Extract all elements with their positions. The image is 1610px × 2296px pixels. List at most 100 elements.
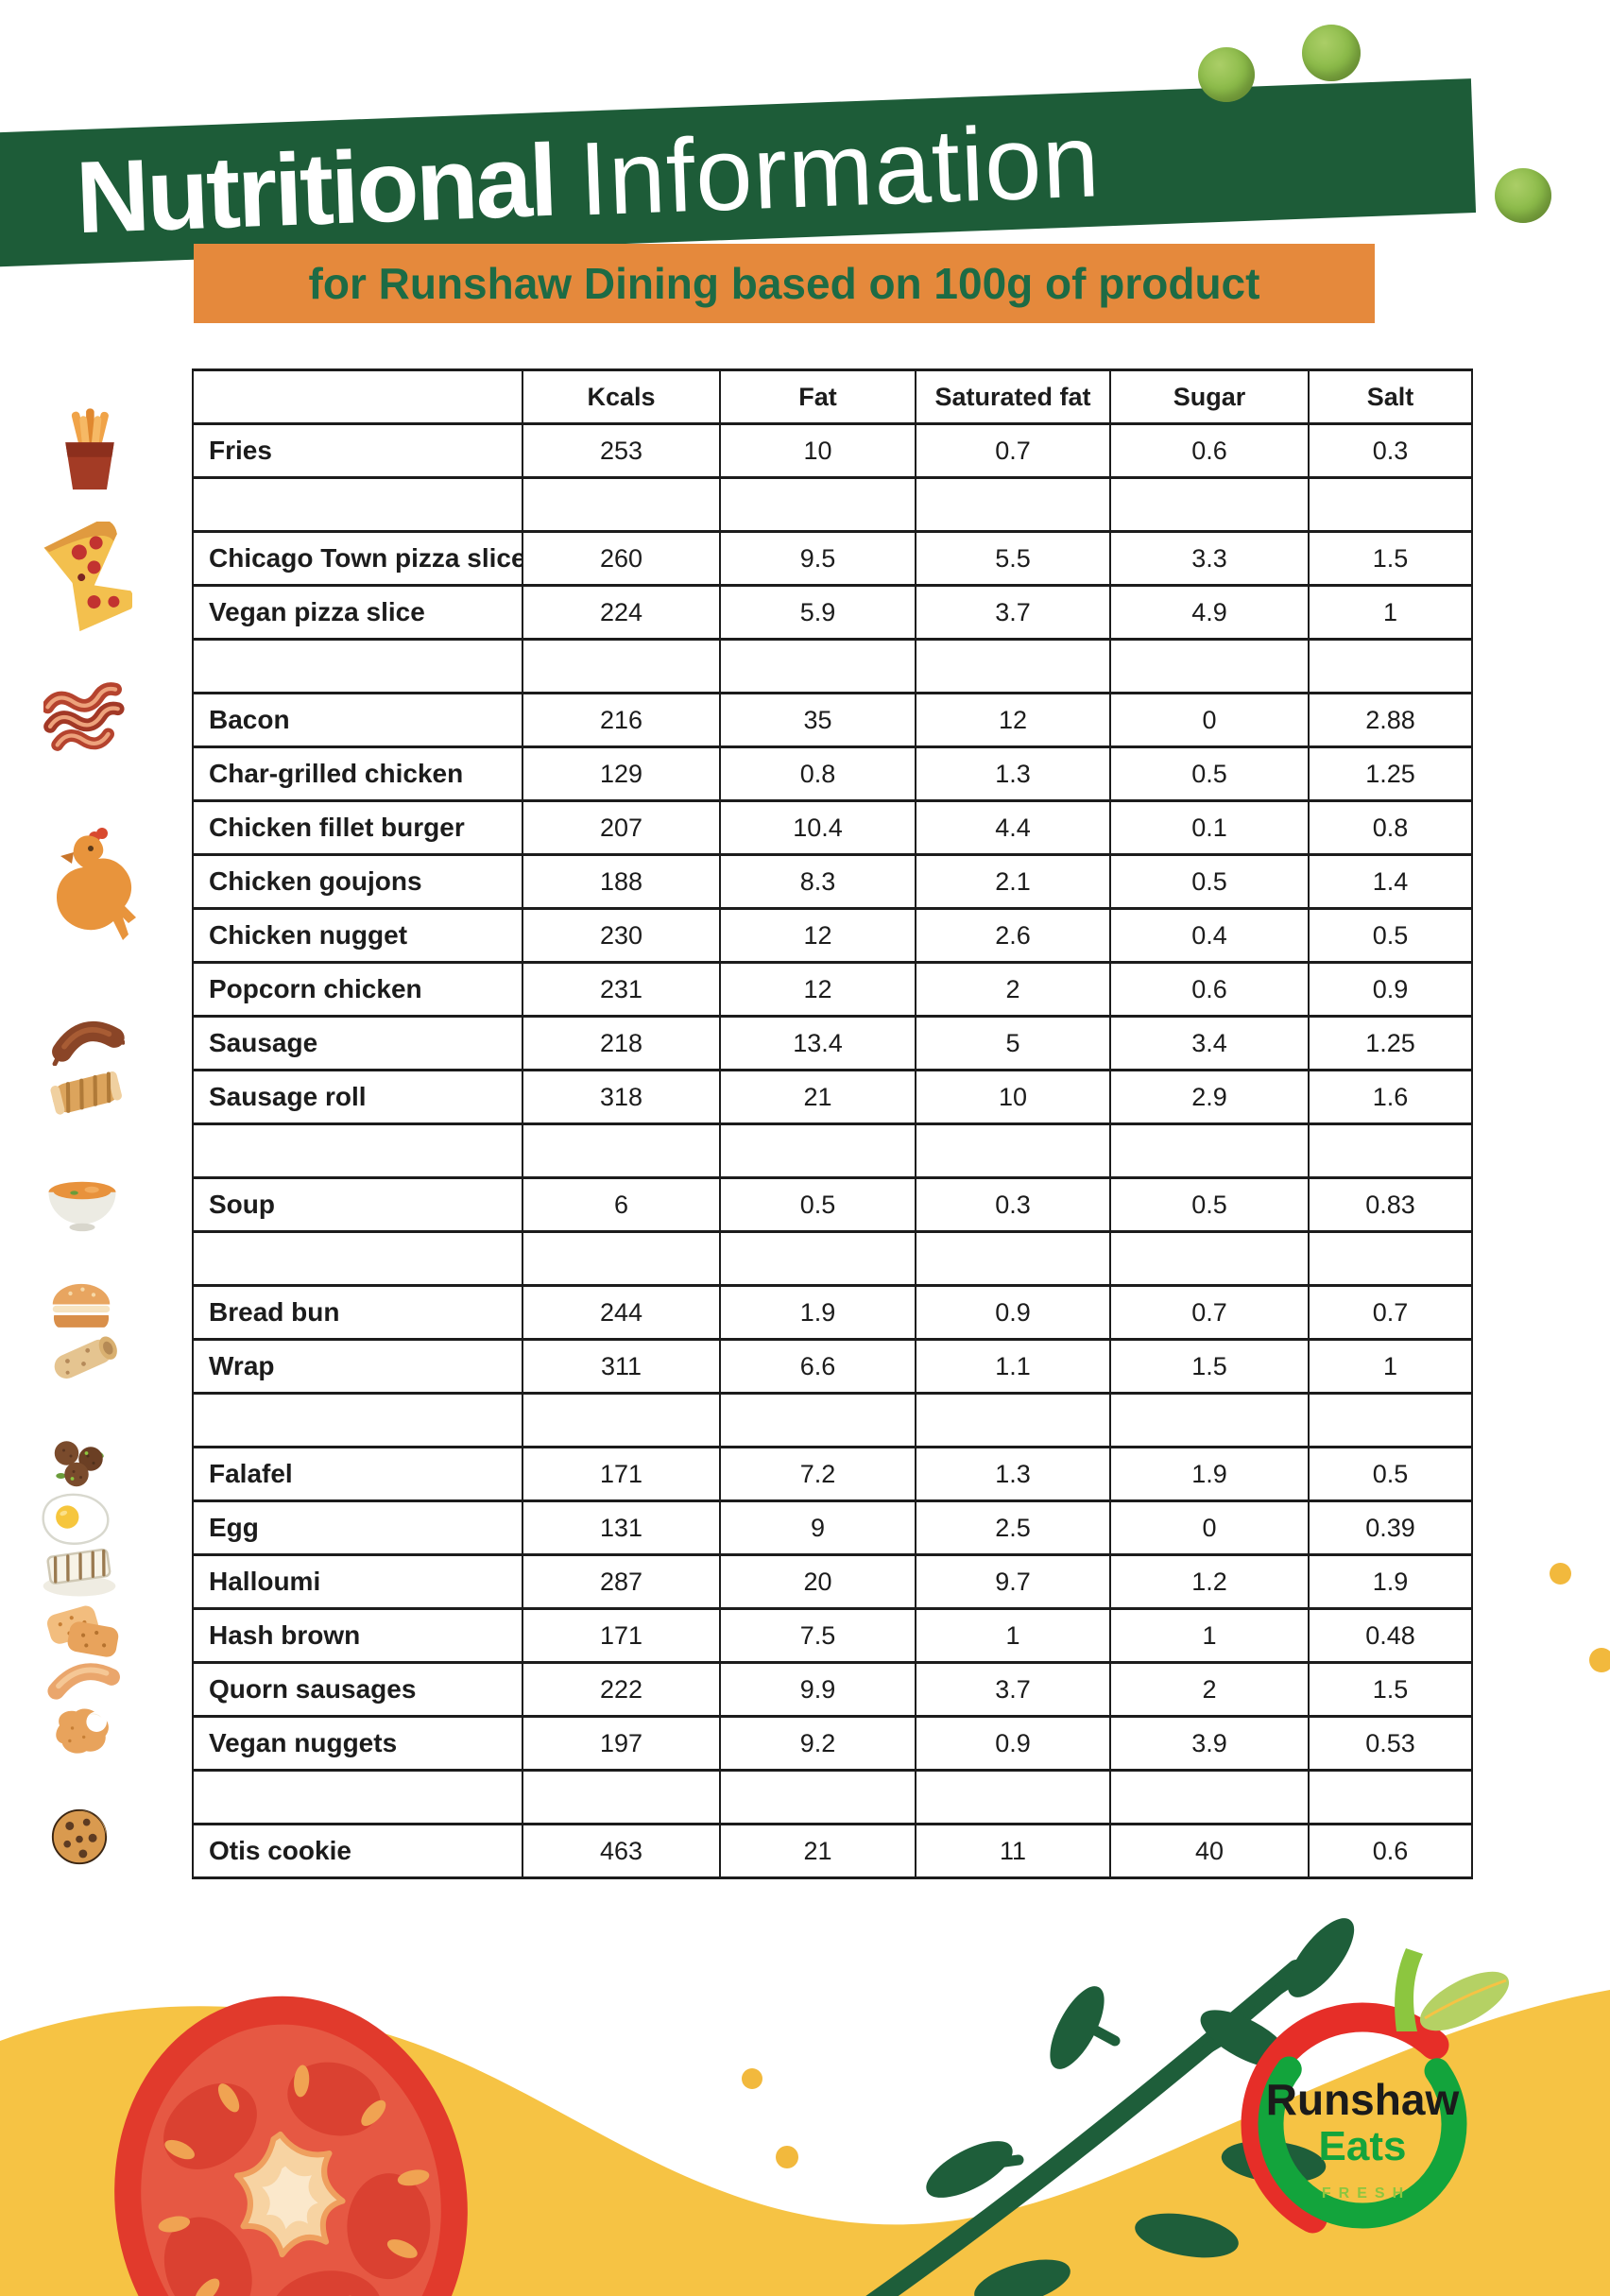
value-cell: 224	[522, 584, 721, 641]
value-cell: 0.8	[719, 745, 916, 802]
item-cell: Egg	[192, 1499, 523, 1556]
value-cell: 1.25	[1308, 1015, 1473, 1071]
empty-cell	[915, 638, 1111, 694]
value-cell: 1.5	[1109, 1338, 1310, 1395]
value-cell: 21	[719, 1823, 916, 1879]
item-cell: Chicago Town pizza slice	[192, 530, 523, 587]
value-cell: 311	[522, 1338, 721, 1395]
value-cell: 3.7	[915, 584, 1111, 641]
item-cell: Hash brown	[192, 1607, 523, 1664]
corner-cell	[192, 368, 523, 425]
title-banner: Nutritional Information	[0, 78, 1477, 267]
empty-cell	[1109, 1769, 1310, 1825]
value-cell: 253	[522, 422, 721, 479]
sausage-icon	[47, 1007, 126, 1071]
item-cell: Char-grilled chicken	[192, 745, 523, 802]
yellow-dot	[776, 2146, 798, 2168]
table-row: Chicago Town pizza slice 260 9.5 5.5 3.3 1.5	[192, 530, 1473, 587]
table-empty-row	[192, 1230, 1473, 1287]
value-cell: 129	[522, 745, 721, 802]
value-cell: 9.5	[719, 530, 916, 587]
pea-icon	[1198, 47, 1255, 102]
fries-icon	[53, 408, 127, 496]
value-cell: 35	[719, 692, 916, 748]
table-row: Chicken nugget 230 12 2.6 0.4 0.5	[192, 907, 1473, 964]
wrap-icon	[45, 1330, 121, 1392]
value-cell: 9.2	[719, 1715, 916, 1772]
empty-cell	[915, 1230, 1111, 1287]
table-row: Soup 6 0.5 0.3 0.5 0.83	[192, 1176, 1473, 1233]
empty-cell	[1308, 1122, 1473, 1179]
tomato-icon	[114, 1996, 468, 2296]
table-row: Popcorn chicken 231 12 2 0.6 0.9	[192, 961, 1473, 1018]
value-cell: 188	[522, 853, 721, 910]
value-cell: 1.1	[915, 1338, 1111, 1395]
empty-cell	[1308, 1769, 1473, 1825]
value-cell: 0.9	[915, 1715, 1111, 1772]
value-cell: 0.83	[1308, 1176, 1473, 1233]
table-empty-row	[192, 1122, 1473, 1179]
halloumi-icon	[40, 1542, 119, 1603]
nutrition-table: Kcals Fat Saturated fat Sugar Salt Fries 253 1…	[192, 368, 1473, 1879]
column-header: Fat	[719, 368, 916, 425]
empty-cell	[522, 1230, 721, 1287]
yellow-dot	[742, 2068, 762, 2089]
value-cell: 3.3	[1109, 530, 1310, 587]
value-cell: 5	[915, 1015, 1111, 1071]
value-cell: 6	[522, 1176, 721, 1233]
empty-cell	[1308, 1230, 1473, 1287]
item-cell: Popcorn chicken	[192, 961, 523, 1018]
value-cell: 0.6	[1109, 422, 1310, 479]
value-cell: 231	[522, 961, 721, 1018]
item-cell: Vegan nuggets	[192, 1715, 523, 1772]
value-cell: 0.3	[1308, 422, 1473, 479]
item-cell: Bread bun	[192, 1284, 523, 1341]
item-cell: Sausage roll	[192, 1069, 523, 1125]
value-cell: 0	[1109, 692, 1310, 748]
value-cell: 1	[1109, 1607, 1310, 1664]
value-cell: 171	[522, 1446, 721, 1502]
quorn-sausage-icon	[43, 1653, 121, 1707]
value-cell: 1.3	[915, 1446, 1111, 1502]
item-cell: Bacon	[192, 692, 523, 748]
empty-cell	[1308, 638, 1473, 694]
value-cell: 10.4	[719, 799, 916, 856]
value-cell: 1	[1308, 584, 1473, 641]
value-cell: 0.53	[1308, 1715, 1473, 1772]
empty-cell	[719, 1769, 916, 1825]
value-cell: 4.4	[915, 799, 1111, 856]
subtitle-bar: for Runshaw Dining based on 100g of prod…	[194, 244, 1375, 323]
value-cell: 0.5	[719, 1176, 916, 1233]
value-cell: 1.4	[1308, 853, 1473, 910]
title-light: Information	[576, 100, 1103, 237]
value-cell: 8.3	[719, 853, 916, 910]
bottom-decoration: Runshaw Eats FRESH	[0, 1918, 1610, 2296]
value-cell: 216	[522, 692, 721, 748]
pea-icon	[1495, 168, 1551, 223]
table-row: Hash brown 171 7.5 1 1 0.48	[192, 1607, 1473, 1664]
empty-cell	[522, 1392, 721, 1448]
value-cell: 0.7	[1308, 1284, 1473, 1341]
empty-cell	[915, 476, 1111, 533]
empty-cell	[192, 476, 523, 533]
item-cell: Soup	[192, 1176, 523, 1233]
value-cell: 0.3	[915, 1176, 1111, 1233]
pea-icon	[1302, 25, 1361, 81]
value-cell: 10	[915, 1069, 1111, 1125]
value-cell: 0.5	[1308, 1446, 1473, 1502]
table-row: Fries 253 10 0.7 0.6 0.3	[192, 422, 1473, 479]
value-cell: 0.5	[1109, 853, 1310, 910]
empty-cell	[719, 1392, 916, 1448]
value-cell: 2.9	[1109, 1069, 1310, 1125]
value-cell: 9	[719, 1499, 916, 1556]
empty-cell	[192, 1230, 523, 1287]
value-cell: 207	[522, 799, 721, 856]
value-cell: 0.8	[1308, 799, 1473, 856]
sausage-roll-icon	[47, 1064, 125, 1125]
value-cell: 5.9	[719, 584, 916, 641]
value-cell: 1.5	[1308, 1661, 1473, 1718]
value-cell: 222	[522, 1661, 721, 1718]
chicken-icon	[42, 818, 136, 950]
pizza-icon	[38, 519, 134, 638]
